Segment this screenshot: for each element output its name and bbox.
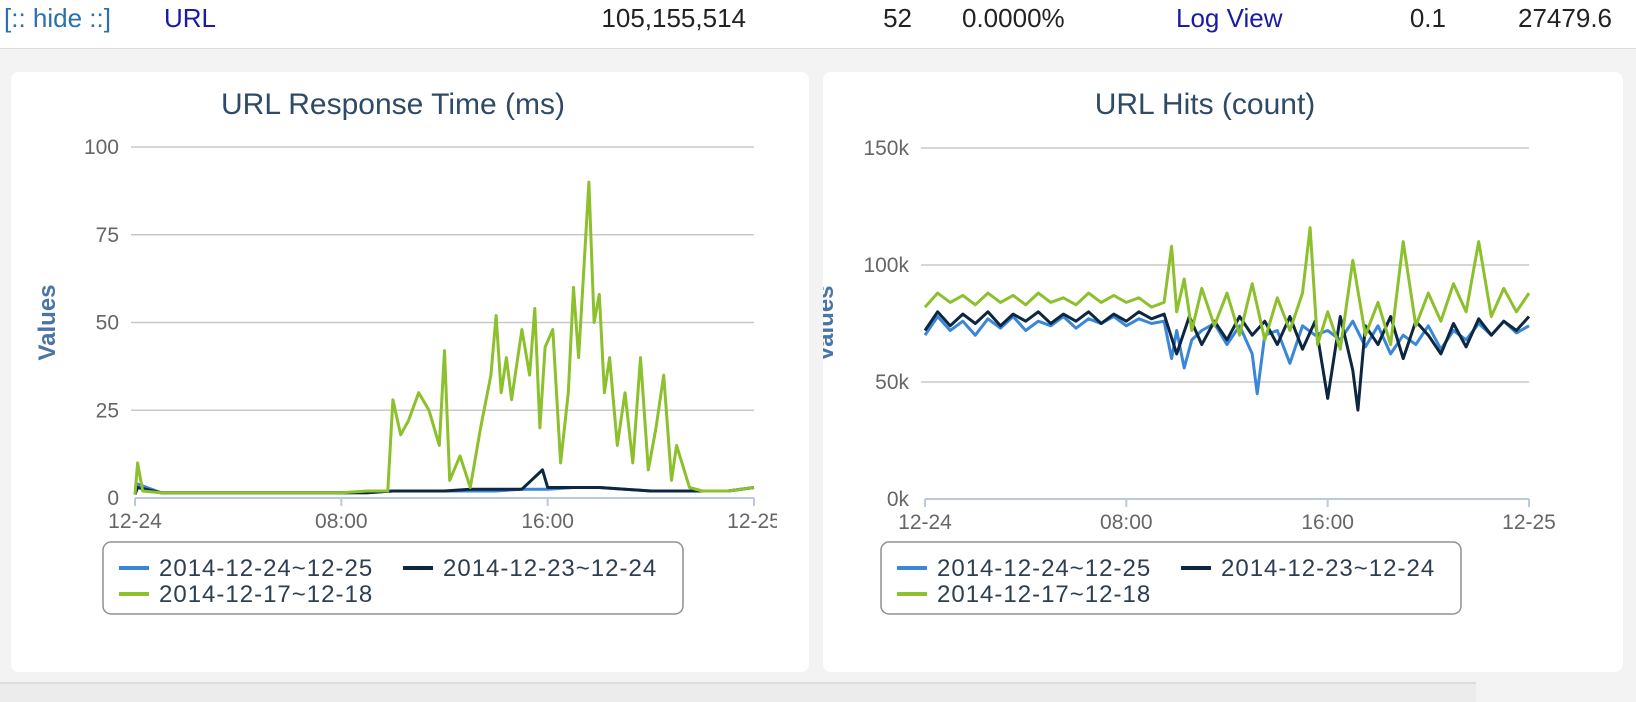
series-line-3 bbox=[923, 226, 1531, 351]
log-view-link[interactable]: Log View bbox=[1176, 3, 1283, 33]
url-summary-row: [:: hide ::] URL 105,155,514 52 0.0000% … bbox=[0, 0, 1636, 49]
url-type-link[interactable]: URL bbox=[164, 3, 217, 33]
min-value: 0.1 bbox=[1409, 3, 1446, 33]
chart-title: URL Response Time (ms) bbox=[221, 88, 565, 121]
hits-chart: URL Hits (count) Values 0k 50k 100k 150k 12-24… bbox=[823, 88, 1556, 615]
y-tick-label: 100k bbox=[863, 254, 909, 277]
legend-label: 2014-12-23~12-24 bbox=[1221, 555, 1435, 582]
response-time-chart: URL Response Time (ms) Values 0 25 50 75 100 12… bbox=[34, 88, 777, 615]
x-tick-label: 12-24 bbox=[898, 511, 952, 534]
total-count: 105,155,514 bbox=[601, 3, 746, 33]
x-tick-label: 12-24 bbox=[108, 510, 162, 533]
chart-title: URL Hits (count) bbox=[1095, 88, 1316, 121]
x-tick-label: 12-25 bbox=[727, 510, 777, 533]
failure-percent: 0.0000% bbox=[962, 3, 1065, 33]
series-line-3 bbox=[133, 180, 755, 495]
series-line-1 bbox=[923, 315, 1530, 396]
hits-chart-panel: URL Hits (count) Values 0k 50k 100k 150k 12-24… bbox=[823, 72, 1623, 672]
y-tick-label: 100 bbox=[84, 136, 119, 159]
legend-label: 2014-12-24~12-25 bbox=[937, 555, 1151, 582]
y-tick-label: 25 bbox=[96, 399, 119, 422]
legend-label: 2014-12-23~12-24 bbox=[443, 555, 657, 582]
bottom-divider bbox=[0, 682, 1476, 702]
y-tick-label: 0 bbox=[107, 487, 119, 510]
x-tick-label: 16:00 bbox=[521, 510, 574, 533]
y-tick-label: 50k bbox=[875, 371, 909, 394]
max-value: 27479.6 bbox=[1518, 3, 1612, 33]
y-axis-label: Values bbox=[34, 284, 61, 360]
y-axis-label: Values bbox=[823, 285, 839, 361]
legend-label: 2014-12-17~12-18 bbox=[159, 581, 373, 608]
failure-count: 52 bbox=[883, 3, 912, 33]
legend-label: 2014-12-17~12-18 bbox=[937, 581, 1151, 608]
x-tick-label: 08:00 bbox=[1100, 511, 1153, 534]
y-tick-label: 50 bbox=[96, 312, 119, 335]
series-line-2 bbox=[133, 468, 755, 496]
y-tick-label: 0k bbox=[887, 488, 910, 511]
x-tick-label: 16:00 bbox=[1301, 511, 1354, 534]
hide-toggle-link[interactable]: [:: hide ::] bbox=[4, 3, 111, 33]
legend-box bbox=[880, 541, 1462, 615]
legend-label: 2014-12-24~12-25 bbox=[159, 555, 373, 582]
y-tick-label: 75 bbox=[96, 224, 119, 247]
y-tick-label: 150k bbox=[863, 137, 909, 160]
x-tick-label: 08:00 bbox=[315, 510, 368, 533]
series-line-2 bbox=[923, 310, 1531, 412]
response-time-chart-panel: URL Response Time (ms) Values 0 25 50 75 100 12… bbox=[11, 72, 809, 672]
legend-box bbox=[102, 541, 684, 615]
x-tick-label: 12-25 bbox=[1502, 511, 1556, 534]
